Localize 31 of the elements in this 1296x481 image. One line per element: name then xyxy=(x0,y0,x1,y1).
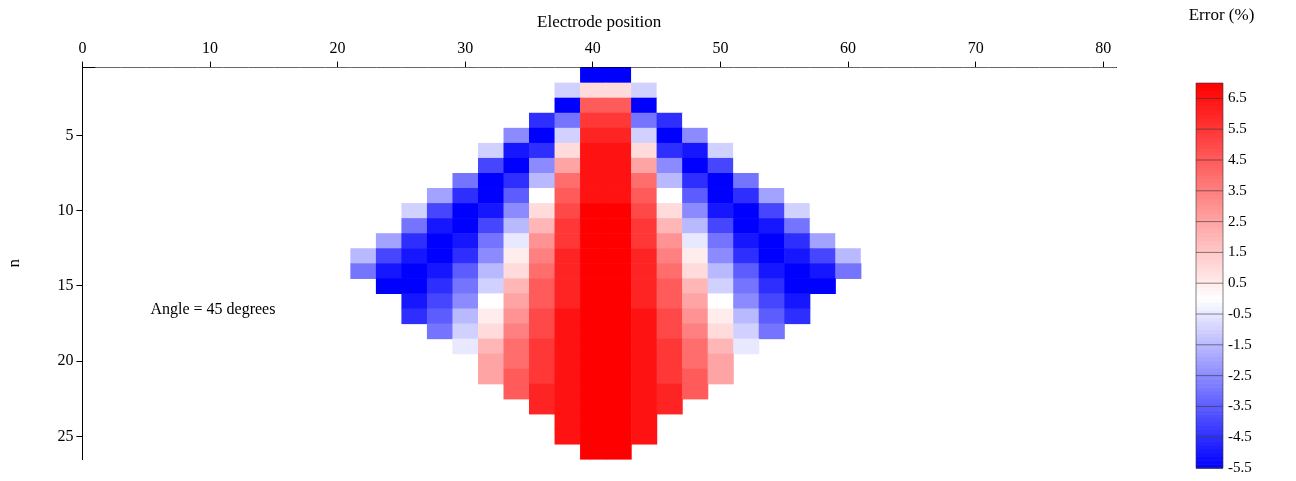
color-bar-label: 3.5 xyxy=(1228,181,1247,198)
x-tick-label: 60 xyxy=(840,39,857,57)
y-tick-label: 5 xyxy=(65,125,74,143)
y-tick-label: 25 xyxy=(57,426,74,444)
x-tick-label: 80 xyxy=(1095,39,1112,57)
x-tick-label: 70 xyxy=(967,39,984,57)
x-axis-title: Electrode position xyxy=(537,11,662,31)
x-tick-label: 10 xyxy=(202,39,218,57)
color-bar-label: 5.5 xyxy=(1228,120,1247,137)
color-bar-label: 4.5 xyxy=(1228,150,1247,167)
x-tick-label: 30 xyxy=(457,39,474,57)
color-bar-label: -1.5 xyxy=(1228,335,1252,352)
x-tick-label: 50 xyxy=(712,39,729,57)
color-bar-label: 6.5 xyxy=(1228,89,1247,106)
x-tick-label: 0 xyxy=(78,39,87,57)
color-bar-label: 2.5 xyxy=(1228,212,1247,229)
color-bar-title: Error (%) xyxy=(1188,5,1255,25)
color-bar-label: -4.5 xyxy=(1228,428,1252,445)
color-bar-label: 1.5 xyxy=(1228,243,1247,260)
y-axis-title: n xyxy=(3,258,23,268)
annotation: Angle = 45 degrees xyxy=(150,300,276,319)
color-bar-label: -2.5 xyxy=(1228,366,1252,383)
y-tick-label: 15 xyxy=(57,276,74,294)
x-tick-label: 20 xyxy=(329,39,346,57)
color-bar-label: -5.5 xyxy=(1228,458,1252,475)
color-bar-label: 0.5 xyxy=(1228,274,1247,291)
y-tick-label: 10 xyxy=(57,200,74,218)
color-bar-label: -0.5 xyxy=(1228,304,1252,321)
x-tick-label: 40 xyxy=(584,39,601,57)
color-bar-label: -3.5 xyxy=(1228,397,1252,414)
y-tick-label: 20 xyxy=(57,351,74,369)
